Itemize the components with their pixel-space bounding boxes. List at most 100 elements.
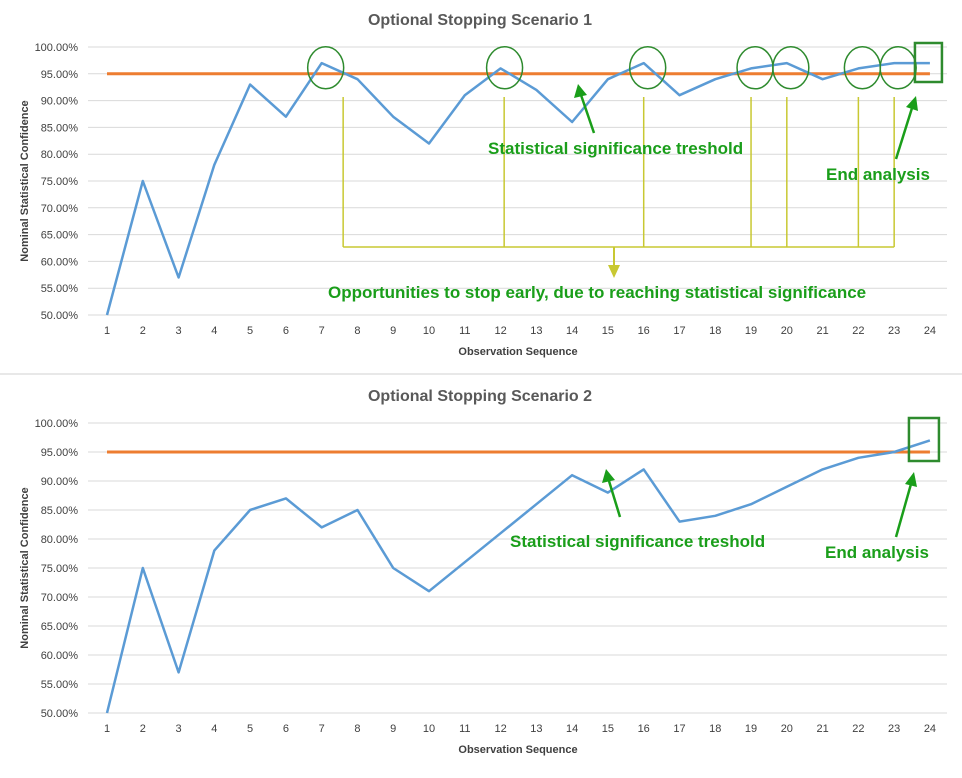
end-analysis-box bbox=[907, 416, 941, 463]
x-axis-title: Observation Sequence bbox=[458, 744, 577, 756]
x-tick-label: 23 bbox=[888, 723, 900, 735]
x-tick-label: 1 bbox=[104, 723, 110, 735]
x-tick-label: 15 bbox=[602, 325, 614, 337]
y-tick-label: 50.00% bbox=[41, 708, 79, 720]
bracket-arrow-head bbox=[608, 265, 620, 278]
x-tick-label: 18 bbox=[709, 325, 721, 337]
y-tick-label: 80.00% bbox=[41, 534, 79, 546]
x-tick-label: 6 bbox=[283, 325, 289, 337]
x-tick-label: 7 bbox=[319, 325, 325, 337]
x-tick-label: 6 bbox=[283, 723, 289, 735]
x-tick-label: 8 bbox=[354, 723, 360, 735]
x-tick-label: 16 bbox=[638, 325, 650, 337]
end-analysis-box bbox=[913, 41, 944, 84]
x-tick-label: 1 bbox=[104, 325, 110, 337]
x-tick-label: 16 bbox=[638, 723, 650, 735]
threshold-arrow bbox=[579, 94, 596, 134]
x-axis-title: Observation Sequence bbox=[458, 346, 577, 358]
x-tick-label: 10 bbox=[423, 325, 435, 337]
x-tick-label: 23 bbox=[888, 325, 900, 337]
significance-circle bbox=[306, 46, 345, 90]
x-tick-label: 15 bbox=[602, 723, 614, 735]
y-tick-label: 90.00% bbox=[41, 476, 79, 488]
significance-circle bbox=[879, 46, 917, 90]
x-tick-label: 12 bbox=[494, 723, 506, 735]
x-tick-label: 5 bbox=[247, 723, 253, 735]
x-tick-label: 19 bbox=[745, 723, 757, 735]
x-tick-label: 14 bbox=[566, 325, 578, 337]
y-tick-label: 90.00% bbox=[41, 96, 79, 108]
threshold-arrow bbox=[607, 480, 622, 518]
x-tick-label: 22 bbox=[852, 325, 864, 337]
y-axis-title: Nominal Statistical Confidence bbox=[19, 487, 31, 648]
chart-title: Optional Stopping Scenario 2 bbox=[368, 388, 592, 405]
x-tick-label: 4 bbox=[211, 723, 217, 735]
x-tick-label: 17 bbox=[673, 723, 685, 735]
x-tick-label: 24 bbox=[924, 325, 936, 337]
significance-circle bbox=[628, 46, 667, 90]
end-arrow-head bbox=[905, 472, 917, 487]
y-tick-label: 55.00% bbox=[41, 679, 79, 691]
chart-scenario-1: Optional Stopping Scenario 1 50.00% 55.00… bbox=[19, 12, 947, 358]
end-arrow bbox=[894, 483, 913, 538]
confidence-series-line bbox=[105, 61, 930, 316]
x-tick-label: 9 bbox=[390, 325, 396, 337]
threshold-arrow-head bbox=[574, 84, 587, 98]
y-tick-label: 70.00% bbox=[41, 203, 79, 215]
end-analysis-annotation: End analysis bbox=[826, 165, 930, 184]
x-tick-label: 13 bbox=[530, 325, 542, 337]
opportunities-annotation: Opportunities to stop early, due to reac… bbox=[328, 283, 866, 302]
y-tick-label: 60.00% bbox=[41, 256, 79, 268]
x-tick-label: 3 bbox=[175, 325, 181, 337]
threshold-annotation: Statistical significance treshold bbox=[488, 139, 743, 158]
x-tick-label: 8 bbox=[354, 325, 360, 337]
y-tick-label: 85.00% bbox=[41, 505, 79, 517]
x-tick-label: 13 bbox=[530, 723, 542, 735]
confidence-series-line bbox=[105, 439, 931, 714]
x-tick-label: 14 bbox=[566, 723, 578, 735]
y-tick-label: 80.00% bbox=[41, 149, 79, 161]
significance-circle bbox=[485, 46, 524, 90]
x-tick-label: 9 bbox=[390, 723, 396, 735]
significance-circle bbox=[772, 46, 810, 90]
y-tick-label: 100.00% bbox=[35, 42, 79, 54]
x-tick-label: 12 bbox=[494, 325, 506, 337]
x-tick-label: 20 bbox=[781, 325, 793, 337]
x-tick-label: 7 bbox=[319, 723, 325, 735]
y-tick-label: 95.00% bbox=[41, 69, 79, 81]
x-tick-label: 18 bbox=[709, 723, 721, 735]
y-tick-label: 75.00% bbox=[41, 563, 79, 575]
threshold-annotation: Statistical significance treshold bbox=[510, 532, 765, 551]
y-tick-label: 95.00% bbox=[41, 447, 79, 459]
y-tick-label: 70.00% bbox=[41, 592, 79, 604]
x-tick-label: 17 bbox=[673, 325, 685, 337]
x-tick-label: 10 bbox=[423, 723, 435, 735]
x-tick-label: 22 bbox=[852, 723, 864, 735]
threshold-arrow-head bbox=[602, 469, 615, 483]
x-tick-label: 20 bbox=[781, 723, 793, 735]
x-tick-label: 3 bbox=[175, 723, 181, 735]
y-tick-label: 65.00% bbox=[41, 230, 79, 242]
x-tick-label: 11 bbox=[459, 325, 470, 337]
chart-scenario-2: Optional Stopping Scenario 2 50.00% 55.00… bbox=[19, 388, 947, 756]
chart-title: Optional Stopping Scenario 1 bbox=[368, 12, 592, 29]
x-tick-label: 5 bbox=[247, 325, 253, 337]
x-tick-label: 21 bbox=[816, 723, 828, 735]
y-tick-label: 50.00% bbox=[41, 310, 79, 322]
end-arrow-head bbox=[906, 96, 918, 111]
x-tick-label: 11 bbox=[459, 723, 470, 735]
end-analysis-annotation: End analysis bbox=[825, 543, 929, 562]
x-tick-label: 19 bbox=[745, 325, 757, 337]
x-tick-label: 2 bbox=[140, 325, 146, 337]
y-axis-title: Nominal Statistical Confidence bbox=[19, 100, 31, 261]
y-tick-label: 75.00% bbox=[41, 176, 79, 188]
x-tick-label: 2 bbox=[140, 723, 146, 735]
end-arrow bbox=[894, 107, 914, 160]
x-tick-label: 24 bbox=[924, 723, 936, 735]
x-tick-label: 21 bbox=[816, 325, 828, 337]
y-tick-label: 60.00% bbox=[41, 650, 79, 662]
y-tick-label: 100.00% bbox=[35, 418, 79, 430]
y-tick-label: 65.00% bbox=[41, 621, 79, 633]
x-tick-label: 4 bbox=[211, 325, 217, 337]
